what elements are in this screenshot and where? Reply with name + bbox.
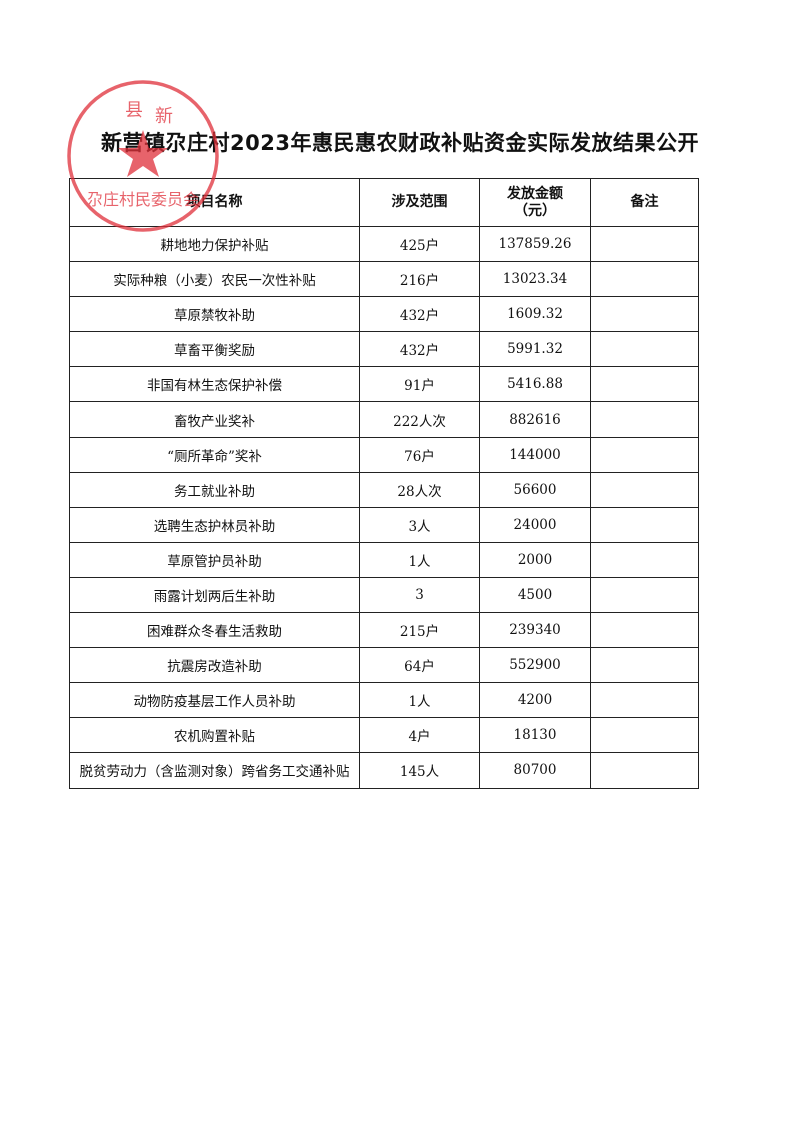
cell-project-name: 农机购置补贴 — [69, 717, 360, 754]
svg-text:县: 县 — [125, 100, 143, 121]
cell-amount: 2000 — [479, 541, 591, 578]
cell-scope: 28人次 — [359, 471, 480, 508]
cell-amount: 144000 — [479, 436, 591, 473]
table-row: 抗震房改造补助 64户 552900 — [69, 647, 699, 684]
cell-scope: 64户 — [359, 647, 480, 684]
table-row: 草原管护员补助 1人 2000 — [69, 541, 699, 578]
table-row: 草原禁牧补助 432户 1609.32 — [69, 296, 699, 333]
cell-note — [590, 471, 699, 508]
cell-project-name: 草原管护员补助 — [69, 541, 360, 578]
cell-project-name: 脱贫劳动力（含监测对象）跨省务工交通补贴 — [69, 752, 360, 789]
cell-scope: 432户 — [359, 296, 480, 333]
table-row: 困难群众冬春生活救助 215户 239340 — [69, 612, 699, 649]
cell-scope: 215户 — [359, 612, 480, 649]
header-amount-line1: 发放金额 — [507, 185, 563, 202]
star-icon — [118, 130, 168, 177]
cell-note — [590, 682, 699, 719]
cell-amount: 5991.32 — [479, 331, 591, 368]
cell-scope: 1人 — [359, 682, 480, 719]
cell-amount: 4500 — [479, 576, 591, 614]
cell-note — [590, 717, 699, 754]
cell-scope: 3人 — [359, 506, 480, 543]
header-amount: 发放金额 （元） — [479, 178, 591, 227]
cell-scope: 91户 — [359, 366, 480, 403]
table-row: 草畜平衡奖励 432户 5991.32 — [69, 331, 699, 368]
table-row: 脱贫劳动力（含监测对象）跨省务工交通补贴 145人 80700 — [69, 752, 699, 789]
cell-amount: 882616 — [479, 401, 591, 438]
table-row: 选聘生态护林员补助 3人 24000 — [69, 506, 699, 543]
cell-note — [590, 261, 699, 298]
cell-note — [590, 752, 699, 789]
cell-project-name: 非国有林生态保护补偿 — [69, 366, 360, 403]
cell-scope: 432户 — [359, 331, 480, 368]
cell-project-name: 草原禁牧补助 — [69, 296, 360, 333]
table-row: 动物防疫基层工作人员补助 1人 4200 — [69, 682, 699, 719]
cell-amount: 18130 — [479, 717, 591, 754]
table-row: 非国有林生态保护补偿 91户 5416.88 — [69, 366, 699, 403]
header-note: 备注 — [590, 178, 699, 227]
header-scope: 涉及范围 — [359, 178, 480, 227]
cell-amount: 80700 — [479, 752, 591, 789]
cell-amount: 24000 — [479, 506, 591, 543]
cell-scope: 425户 — [359, 225, 480, 263]
cell-project-name: 雨露计划两后生补助 — [69, 576, 360, 614]
cell-note — [590, 436, 699, 473]
cell-amount: 552900 — [479, 647, 591, 684]
table-row: “厕所革命”奖补 76户 144000 — [69, 436, 699, 473]
cell-scope: 4户 — [359, 717, 480, 754]
cell-scope: 222人次 — [359, 401, 480, 438]
cell-project-name: 务工就业补助 — [69, 471, 360, 508]
cell-note — [590, 225, 699, 263]
page-title: 新营镇尕庄村2023年惠民惠农财政补贴资金实际发放结果公开 — [101, 131, 699, 155]
cell-project-name: 耕地地力保护补贴 — [69, 225, 360, 263]
cell-amount: 4200 — [479, 682, 591, 719]
cell-project-name: 草畜平衡奖励 — [69, 331, 360, 368]
cell-amount: 13023.34 — [479, 261, 591, 298]
cell-note — [590, 506, 699, 543]
cell-amount: 137859.26 — [479, 225, 591, 263]
cell-note — [590, 647, 699, 684]
table-row: 雨露计划两后生补助 3 4500 — [69, 576, 699, 614]
cell-project-name: 选聘生态护林员补助 — [69, 506, 360, 543]
cell-project-name: 抗震房改造补助 — [69, 647, 360, 684]
cell-note — [590, 331, 699, 368]
header-amount-line2: （元） — [514, 202, 556, 219]
table-row: 务工就业补助 28人次 56600 — [69, 471, 699, 508]
cell-project-name: “厕所革命”奖补 — [69, 436, 360, 473]
official-seal: 县 新 尕庄村民委员会 — [67, 80, 219, 232]
cell-scope: 216户 — [359, 261, 480, 298]
cell-scope: 76户 — [359, 436, 480, 473]
cell-note — [590, 541, 699, 578]
cell-project-name: 动物防疫基层工作人员补助 — [69, 682, 360, 719]
cell-amount: 5416.88 — [479, 366, 591, 403]
cell-amount: 56600 — [479, 471, 591, 508]
cell-note — [590, 366, 699, 403]
cell-note — [590, 612, 699, 649]
table-row: 耕地地力保护补贴 425户 137859.26 — [69, 225, 699, 263]
cell-project-name: 困难群众冬春生活救助 — [69, 612, 360, 649]
cell-project-name: 实际种粮（小麦）农民一次性补贴 — [69, 261, 360, 298]
cell-amount: 1609.32 — [479, 296, 591, 333]
cell-project-name: 畜牧产业奖补 — [69, 401, 360, 438]
cell-scope: 3 — [359, 576, 480, 614]
cell-amount: 239340 — [479, 612, 591, 649]
table-row: 畜牧产业奖补 222人次 882616 — [69, 401, 699, 438]
cell-scope: 145人 — [359, 752, 480, 789]
cell-scope: 1人 — [359, 541, 480, 578]
cell-note — [590, 401, 699, 438]
svg-text:尕庄村民委员会: 尕庄村民委员会 — [87, 190, 199, 209]
cell-note — [590, 296, 699, 333]
table-row: 实际种粮（小麦）农民一次性补贴 216户 13023.34 — [69, 261, 699, 298]
subsidy-table: 项目名称 涉及范围 发放金额 （元） 备注 耕地地力保护补贴 425户 137859.… — [69, 178, 699, 789]
cell-note — [590, 576, 699, 614]
table-row: 农机购置补贴 4户 18130 — [69, 717, 699, 754]
svg-text:新: 新 — [155, 106, 173, 127]
